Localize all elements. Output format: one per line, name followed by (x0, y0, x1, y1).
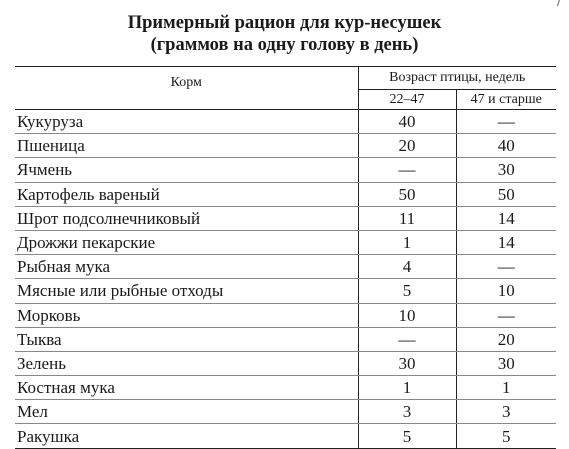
value-47-plus-cell: 14 (456, 230, 556, 256)
value-22-47-cell: 5 (358, 278, 457, 304)
feed-name-cell: Костная мука (15, 375, 359, 401)
value-47-plus-cell: — (456, 109, 556, 135)
table-row: Кукуруза 40— (15, 109, 556, 135)
value-47-plus-cell: 14 (456, 206, 556, 231)
corner-mark: / (556, 0, 561, 8)
value-22-47-cell: 40 (358, 109, 457, 135)
value-47-plus-cell: 50 (456, 182, 556, 207)
table-row: Пшеница 20 40 (15, 133, 556, 159)
table-body: Кукуруза 40— Пшеница 20 40 Ячмень —30 Картофель… (15, 109, 556, 449)
table-row: Зелень 30 30 (15, 351, 556, 377)
value-22-47-cell: 20 (358, 133, 457, 159)
header-age-47-plus: 47 и старше (456, 89, 556, 110)
feed-name-cell: Тыква (15, 327, 359, 352)
ration-table: Корм Возраст птицы, недель 22–47 47 и ст… (15, 66, 556, 449)
value-47-plus-cell: — (456, 254, 556, 280)
table-row: Костная мука 1 1 (15, 375, 556, 401)
feed-name-cell: Мел (15, 399, 359, 425)
header-age-22-47: 22–47 (358, 89, 457, 110)
value-22-47-cell: 10 (358, 303, 457, 328)
feed-name-cell: Шрот подсолнечниковый (15, 206, 359, 231)
table-row: Рыбная мука 4— (15, 254, 556, 280)
value-22-47-cell: 1 (358, 230, 457, 256)
header-feed: Корм (15, 66, 359, 110)
value-47-plus-cell: 3 (456, 399, 556, 425)
value-22-47-cell: 3 (358, 399, 457, 425)
feed-name-cell: Ракушка (15, 423, 359, 449)
value-22-47-cell: 5 (358, 423, 457, 449)
value-47-plus-cell: 5 (456, 423, 556, 449)
value-22-47-cell: 4 (358, 254, 457, 280)
value-47-plus-cell: 30 (456, 351, 556, 377)
value-47-plus-cell: 1 (456, 375, 556, 401)
table-row: Ячмень —30 (15, 157, 556, 183)
value-22-47-cell: — (358, 327, 457, 352)
feed-name-cell: Зелень (15, 351, 359, 377)
table-row: Морковь 10— (15, 303, 556, 328)
value-47-plus-cell: 40 (456, 133, 556, 159)
table-row: Шрот подсолнечниковый 11 14 (15, 206, 556, 231)
feed-name-cell: Мясные или рыбные отходы (15, 278, 359, 304)
document-subtitle: (граммов на одну голову в день) (150, 35, 419, 55)
header-age: Возраст птицы, недель (358, 66, 556, 90)
feed-name-cell: Кукуруза (15, 109, 359, 135)
value-22-47-cell: 11 (358, 206, 457, 231)
table-row: Мел 3 3 (15, 399, 556, 425)
feed-name-cell: Картофель вареный (15, 182, 359, 207)
feed-name-cell: Морковь (15, 303, 359, 328)
table-row: Ракушка 5 5 (15, 423, 556, 449)
value-47-plus-cell: 10 (456, 278, 556, 304)
value-47-plus-cell: — (456, 303, 556, 328)
feed-name-cell: Дрожжи пекарские (15, 230, 359, 256)
table-row: Мясные или рыбные отходы 5 10 (15, 278, 556, 304)
feed-name-cell: Пшеница (15, 133, 359, 159)
value-22-47-cell: 30 (358, 351, 457, 377)
table-row: Картофель вареный 50 50 (15, 182, 556, 207)
table-row: Дрожжи пекарские 1 14 (15, 230, 556, 256)
value-47-plus-cell: 20 (456, 327, 556, 352)
value-22-47-cell: 1 (358, 375, 457, 401)
feed-name-cell: Ячмень (15, 157, 359, 183)
value-22-47-cell: — (358, 157, 457, 183)
document-title: Примерный рацион для кур-несушек (127, 13, 442, 33)
value-47-plus-cell: 30 (456, 157, 556, 183)
table-row: Тыква —20 (15, 327, 556, 352)
value-22-47-cell: 50 (358, 182, 457, 207)
feed-name-cell: Рыбная мука (15, 254, 359, 280)
